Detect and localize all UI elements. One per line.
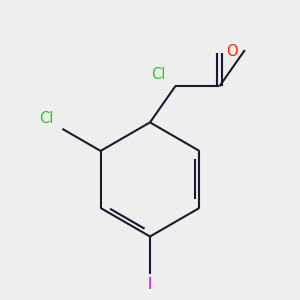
Text: O: O bbox=[226, 44, 238, 59]
Text: Cl: Cl bbox=[152, 67, 166, 82]
Text: Cl: Cl bbox=[39, 111, 53, 126]
Text: I: I bbox=[148, 277, 152, 292]
